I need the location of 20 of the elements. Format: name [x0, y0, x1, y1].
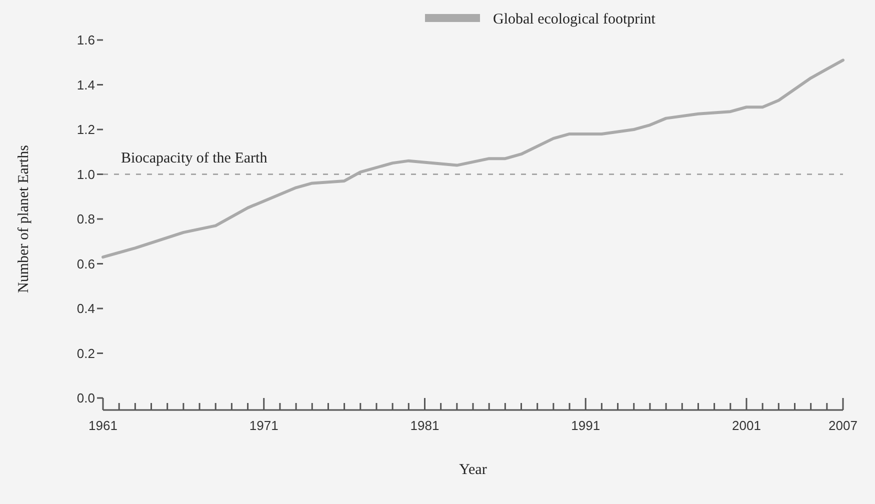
y-tick-label: 0.8: [76, 212, 95, 227]
y-tick-label: 1.0: [76, 166, 95, 182]
x-tick-label: 1991: [571, 418, 600, 433]
y-tick-label: 0.0: [76, 390, 95, 406]
y-tick-label: 0.2: [76, 346, 95, 361]
x-tick-label: 2001: [732, 418, 761, 433]
y-tick-label: 1.2: [76, 122, 95, 138]
y-tick-label: 1.6: [76, 32, 95, 48]
legend-label: Global ecological footprint: [493, 11, 656, 28]
y-axis-title: Number of planet Earths: [16, 144, 32, 293]
x-tick-label: 2007: [828, 418, 858, 433]
ref-line-label: Biocapacity of the Earth: [121, 150, 268, 166]
x-tick-label: 1981: [410, 418, 440, 433]
y-tick-label: 0.4: [76, 301, 95, 316]
y-tick-label: 0.6: [76, 256, 95, 272]
y-tick-label: 1.4: [76, 77, 95, 92]
x-tick-label: 1961: [88, 418, 118, 433]
line-series: [102, 58, 844, 259]
x-axis-title: Year: [459, 462, 487, 478]
x-tick-label: 1971: [249, 418, 278, 433]
